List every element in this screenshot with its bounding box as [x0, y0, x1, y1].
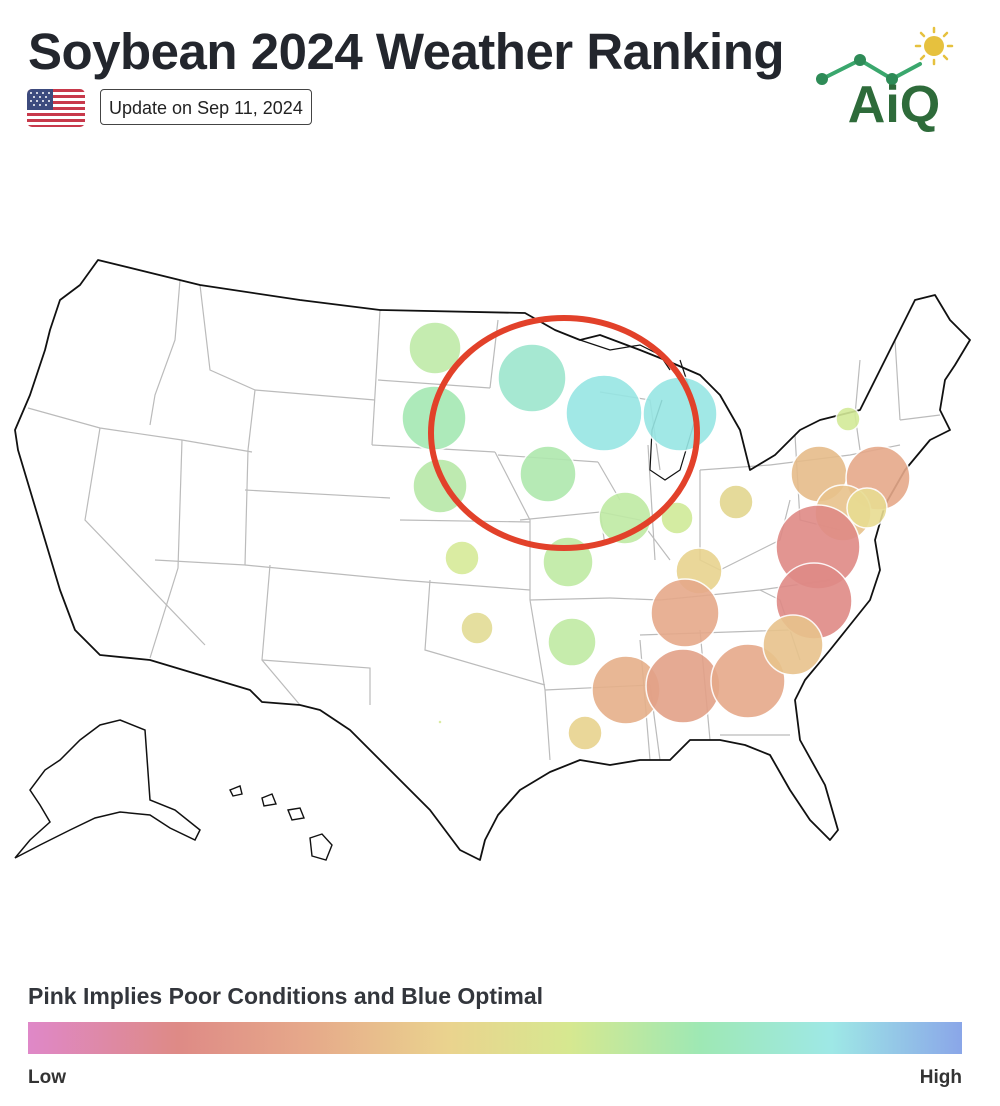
bubble	[408, 321, 462, 375]
bubble	[650, 578, 720, 648]
alaska-outline	[14, 719, 201, 859]
legend-high-label: High	[919, 1067, 962, 1088]
hawaii-outline	[229, 785, 333, 861]
sun-icon	[914, 26, 954, 66]
bubble	[718, 484, 754, 520]
bubble	[519, 445, 577, 503]
bubble	[497, 343, 567, 413]
logo-text: AiQ	[848, 76, 940, 132]
us-map	[14, 259, 971, 861]
bubble	[547, 617, 597, 667]
us-outline	[14, 259, 971, 861]
bubble	[710, 643, 786, 719]
legend-color-bar	[28, 1022, 962, 1054]
highlight-circle	[428, 315, 700, 551]
aiq-logo: AiQ	[816, 26, 954, 132]
us-flag-icon	[27, 89, 85, 127]
bubble	[835, 406, 861, 432]
bubble	[645, 648, 721, 724]
bubble	[762, 614, 824, 676]
legend-low-label: Low	[28, 1067, 66, 1088]
page-title: Soybean 2024 Weather Ranking	[28, 23, 785, 80]
bubble	[460, 611, 494, 645]
update-date-badge: Update on Sep 11, 2024	[100, 89, 312, 125]
bubble	[846, 487, 888, 529]
bubble	[660, 501, 694, 535]
bubble	[642, 376, 718, 452]
bubble	[567, 715, 603, 751]
bubble	[444, 540, 480, 576]
weather-bubbles	[401, 321, 911, 751]
bubble	[437, 719, 443, 725]
trend-line-icon	[816, 54, 922, 85]
legend-title: Pink Implies Poor Conditions and Blue Op…	[28, 983, 543, 1009]
bubble	[565, 374, 643, 452]
